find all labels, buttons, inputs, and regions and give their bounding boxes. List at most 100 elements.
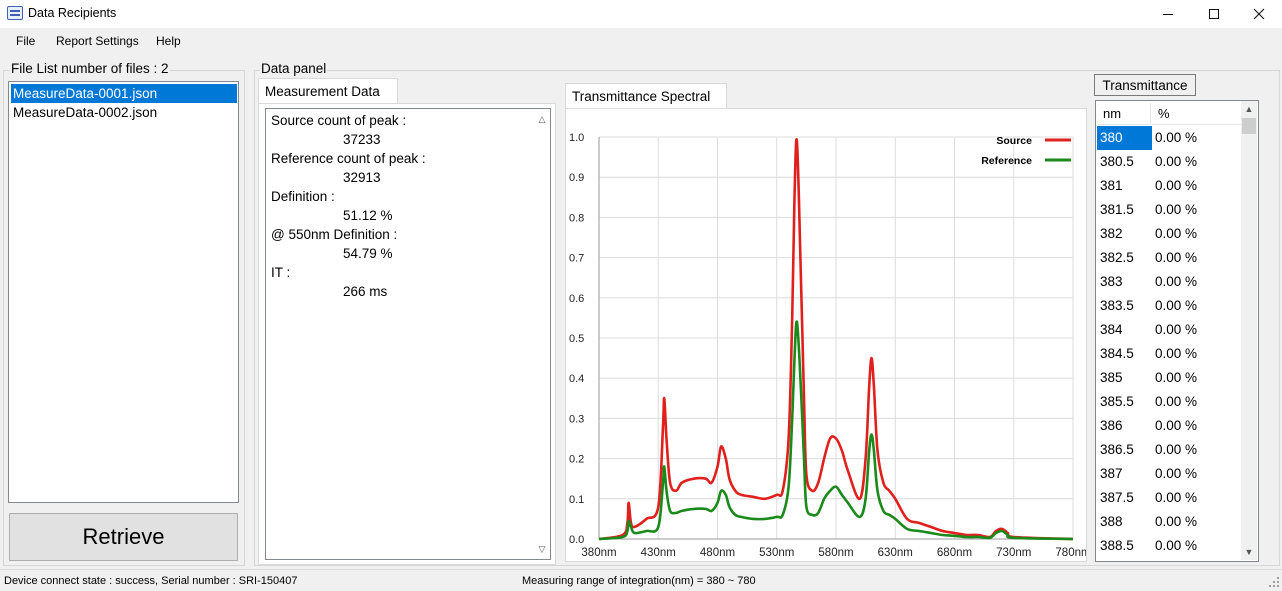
cell-nm: 382 — [1100, 226, 1123, 241]
cell-percent: 0.00 % — [1155, 226, 1198, 241]
cell-nm: 386.5 — [1100, 442, 1134, 457]
table-row[interactable]: 386.5 0.00 % — [1097, 438, 1244, 462]
x-tick-label: 430nm — [641, 547, 676, 559]
measurement-textbox[interactable]: Source count of peak : 37233 Reference c… — [265, 108, 551, 560]
y-tick-label: 0.4 — [569, 373, 584, 385]
table-row[interactable]: 380 0.00 % — [1097, 126, 1244, 150]
cell-nm: 380.5 — [1100, 154, 1134, 169]
tab-measurement-data[interactable]: Measurement Data — [258, 78, 398, 104]
table-row[interactable]: 386 0.00 % — [1097, 414, 1244, 438]
chevron-up-icon[interactable]: ▲ — [1244, 104, 1254, 114]
cell-percent: 0.00 % — [1155, 370, 1198, 385]
y-tick-label: 0.9 — [569, 172, 584, 184]
cell-nm: 388 — [1100, 514, 1123, 529]
legend-label-source: Source — [996, 135, 1032, 147]
column-header-nm[interactable]: nm — [1097, 103, 1151, 125]
table-row[interactable]: 388 0.00 % — [1097, 510, 1244, 534]
y-tick-label: 0.6 — [569, 293, 584, 305]
data-panel-title: Data panel — [260, 61, 328, 76]
x-tick-label: 480nm — [700, 547, 735, 559]
file-list[interactable]: MeasureData-0001.json MeasureData-0002.j… — [8, 81, 239, 503]
y-tick-label: 0.0 — [569, 534, 584, 546]
cell-percent: 0.00 % — [1155, 346, 1198, 361]
table-row[interactable]: 385 0.00 % — [1097, 366, 1244, 390]
x-tick-label: 580nm — [818, 547, 853, 559]
scroll-up-icon[interactable]: △ — [538, 113, 546, 124]
table-row[interactable]: 387 0.00 % — [1097, 462, 1244, 486]
column-header-percent[interactable]: % — [1152, 103, 1242, 125]
menu-help[interactable]: Help — [156, 34, 181, 48]
file-item-0001[interactable]: MeasureData-0001.json — [11, 84, 237, 103]
table-row[interactable]: 384.5 0.00 % — [1097, 342, 1244, 366]
reference-peak-value: 32913 — [343, 170, 381, 185]
y-tick-label: 0.8 — [569, 212, 584, 224]
transmittance-button[interactable]: Transmittance — [1094, 74, 1196, 96]
cell-nm: 386 — [1100, 418, 1123, 433]
source-peak-label: Source count of peak : — [271, 113, 407, 128]
menu-file[interactable]: File — [16, 34, 36, 48]
cell-nm: 381.5 — [1100, 202, 1134, 217]
cell-percent: 0.00 % — [1155, 418, 1198, 433]
maximize-button[interactable] — [1191, 0, 1237, 28]
reference-peak-label: Reference count of peak : — [271, 151, 426, 166]
title-bar: Data Recipients — [0, 0, 1282, 28]
it-label: IT : — [271, 265, 291, 280]
transmittance-table[interactable]: nm % 380 0.00 % 380.5 0.00 % 381 0.00 % 381.5 0… — [1095, 100, 1259, 562]
table-row[interactable]: 388.5 0.00 % — [1097, 534, 1244, 558]
chart-canvas: 380nm 430nm 480nm 530nm 580nm 630nm 680nm 730nm… — [569, 132, 1086, 559]
menu-bar: File Report Settings Help — [0, 29, 1282, 53]
close-button[interactable] — [1236, 0, 1282, 28]
cell-nm: 387 — [1100, 466, 1123, 481]
definition-550-label: @ 550nm Definition : — [271, 227, 398, 242]
x-tick-label: 530nm — [759, 547, 794, 559]
cell-nm: 384.5 — [1100, 346, 1134, 361]
retrieve-button[interactable]: Retrieve — [9, 513, 238, 561]
cell-nm: 381 — [1100, 178, 1123, 193]
table-row[interactable]: 383.5 0.00 % — [1097, 294, 1244, 318]
scroll-down-icon[interactable]: ▽ — [538, 543, 546, 554]
series-line-source — [598, 138, 1074, 541]
tab-transmittance-spectral[interactable]: Transmittance Spectral — [565, 83, 727, 109]
status-bar: Device connect state : success, Serial n… — [0, 569, 1282, 591]
cell-percent: 0.00 % — [1155, 466, 1198, 481]
table-row[interactable]: 380.5 0.00 % — [1097, 150, 1244, 174]
y-tick-label: 0.3 — [569, 413, 584, 425]
app-logo-icon — [7, 6, 23, 20]
legend-label-reference: Reference — [981, 155, 1032, 167]
cell-nm: 383.5 — [1100, 298, 1134, 313]
minimize-button[interactable] — [1145, 0, 1191, 28]
cell-nm: 383 — [1100, 274, 1123, 289]
table-row[interactable]: 382.5 0.00 % — [1097, 246, 1244, 270]
table-row[interactable]: 387.5 0.00 % — [1097, 486, 1244, 510]
table-row[interactable]: 381 0.00 % — [1097, 174, 1244, 198]
file-list-title: File List number of files : 2 — [10, 61, 170, 76]
table-scrollbar[interactable]: ▲ ▼ — [1241, 101, 1257, 560]
definition-value: 51.12 % — [343, 208, 393, 223]
table-row[interactable]: 382 0.00 % — [1097, 222, 1244, 246]
cell-percent: 0.00 % — [1155, 442, 1198, 457]
table-row[interactable]: 385.5 0.00 % — [1097, 390, 1244, 414]
file-item-0002[interactable]: MeasureData-0002.json — [13, 105, 158, 120]
cell-percent: 0.00 % — [1155, 274, 1198, 289]
cell-percent: 0.00 % — [1155, 250, 1198, 265]
cell-percent: 0.00 % — [1155, 130, 1198, 145]
cell-nm: 380 — [1097, 126, 1152, 150]
series-line-reference — [598, 320, 1074, 541]
cell-percent: 0.00 % — [1155, 490, 1198, 505]
cell-nm: 384 — [1100, 322, 1123, 337]
scrollbar-thumb[interactable] — [1242, 118, 1256, 134]
y-tick-label: 0.7 — [569, 253, 584, 265]
table-row[interactable]: 381.5 0.00 % — [1097, 198, 1244, 222]
table-row[interactable]: 384 0.00 % — [1097, 318, 1244, 342]
x-tick-label: 780nm — [1055, 547, 1086, 559]
menu-report-settings[interactable]: Report Settings — [56, 34, 139, 48]
definition-550-value: 54.79 % — [343, 246, 393, 261]
x-tick-label: 680nm — [937, 547, 972, 559]
resize-grip-icon[interactable] — [1268, 576, 1280, 588]
status-device: Device connect state : success, Serial n… — [4, 575, 298, 587]
x-tick-label: 380nm — [581, 547, 616, 559]
y-tick-label: 0.1 — [569, 494, 584, 506]
table-row[interactable]: 383 0.00 % — [1097, 270, 1244, 294]
chevron-down-icon[interactable]: ▼ — [1244, 547, 1254, 557]
y-tick-label: 0.5 — [569, 333, 584, 345]
